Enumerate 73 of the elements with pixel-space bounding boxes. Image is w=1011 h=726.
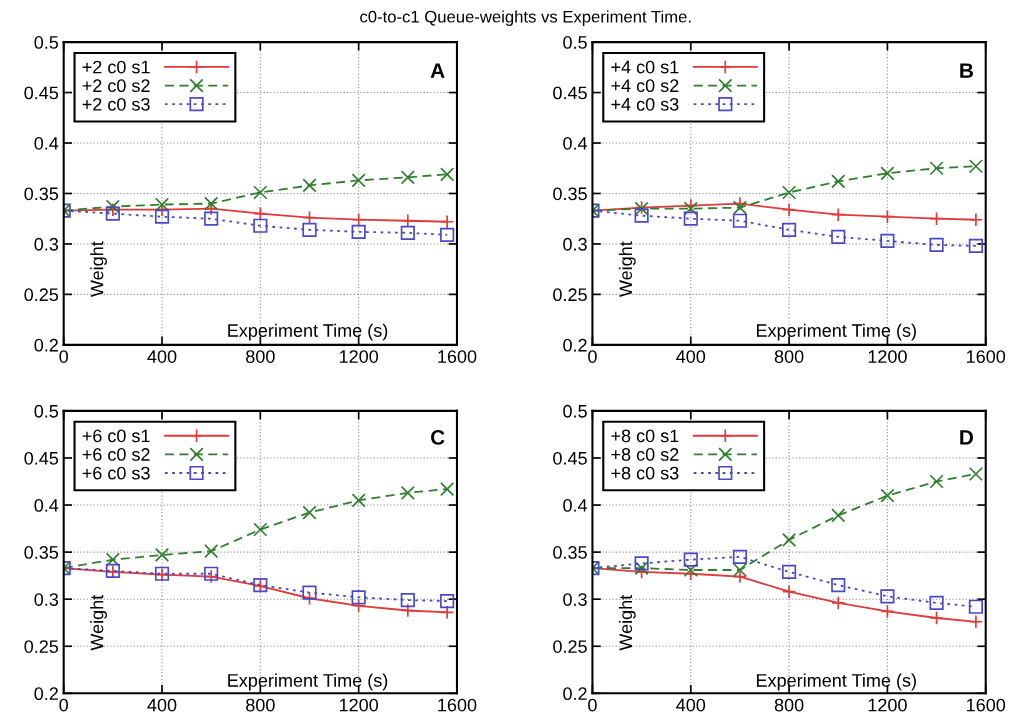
y-tick-label: 0.4: [34, 498, 59, 512]
y-axis-title: Weight: [90, 594, 107, 651]
x-axis-title: Experiment Time (s): [228, 323, 388, 341]
annotation: B: [960, 63, 973, 78]
x-tick-label: 1200: [868, 698, 907, 712]
annotation: C: [430, 430, 445, 445]
x-axis-title: Experiment Time (s): [757, 673, 916, 691]
legend-label: +6 c0 s2: [82, 448, 150, 461]
y-tick-label: 0.5: [34, 36, 59, 49]
x-tick-label: 0: [588, 698, 597, 712]
x-tick-label: 1600: [438, 698, 477, 712]
legend-label: +6 c0 s3: [82, 466, 150, 480]
y-tick-label: 0.25: [553, 640, 587, 653]
y-axis-title: Weight: [618, 594, 636, 651]
y-tick-label: 0.3: [563, 237, 587, 251]
y-tick-label: 0.4: [563, 498, 588, 512]
x-axis-title: Experiment Time (s): [228, 673, 388, 691]
y-tick-label: 0.2: [34, 338, 58, 352]
legend-label: +4 c0 s2: [611, 79, 679, 93]
legend-label: +8 c0 s1: [611, 429, 679, 443]
x-tick-label: 1600: [438, 350, 477, 363]
y-tick-label: 0.25: [553, 288, 587, 302]
x-tick-label: 800: [246, 698, 275, 712]
y-tick-label: 0.4: [34, 136, 59, 150]
y-tick-label: 0.35: [553, 187, 587, 201]
x-tick-label: 400: [676, 350, 706, 363]
y-tick-label: 0.4: [563, 136, 588, 150]
x-tick-label: 1600: [967, 698, 1006, 712]
y-tick-label: 0.3: [34, 237, 59, 251]
y-tick-label: 0.5: [563, 404, 587, 418]
x-tick-label: 400: [676, 698, 706, 712]
y-tick-label: 0.2: [34, 687, 58, 701]
legend-label: +8 c0 s3: [611, 466, 679, 480]
y-tick-label: 0.5: [34, 404, 59, 418]
x-tick-label: 800: [774, 698, 804, 712]
x-tick-label: 1200: [339, 698, 379, 712]
legend-label: +2 c0 s1: [82, 60, 150, 74]
x-axis-title: Experiment Time (s): [757, 323, 916, 341]
x-tick-label: 1200: [339, 350, 379, 363]
y-tick-label: 0.25: [24, 288, 59, 302]
legend-label: +4 c0 s1: [611, 60, 679, 74]
y-tick-label: 0.45: [553, 86, 587, 100]
y-tick-label: 0.35: [24, 187, 59, 201]
y-tick-label: 0.35: [24, 546, 59, 559]
y-axis-title: Weight: [618, 241, 636, 298]
x-tick-label: 0: [59, 350, 69, 363]
x-tick-label: 400: [147, 698, 177, 712]
x-tick-label: 1600: [967, 350, 1006, 363]
y-tick-label: 0.45: [553, 451, 587, 465]
y-axis-title: Weight: [90, 241, 107, 298]
x-tick-label: 0: [588, 350, 597, 363]
legend-label: +2 c0 s3: [82, 97, 150, 111]
x-tick-label: 1200: [868, 350, 907, 363]
annotation: A: [430, 63, 445, 78]
x-tick-label: 0: [59, 698, 69, 712]
x-tick-label: 400: [147, 350, 177, 363]
y-tick-label: 0.35: [553, 546, 587, 559]
x-tick-label: 800: [774, 350, 804, 363]
y-tick-label: 0.2: [563, 687, 587, 701]
y-tick-label: 0.3: [563, 593, 587, 606]
x-tick-label: 800: [246, 350, 275, 363]
y-tick-label: 0.45: [24, 451, 59, 465]
legend-label: +8 c0 s2: [611, 448, 679, 461]
legend-label: +6 c0 s1: [82, 429, 150, 443]
y-tick-label: 0.25: [24, 640, 59, 653]
y-tick-label: 0.3: [34, 593, 59, 606]
text: c0-to-c1 Queue-weights vs Experiment Time.: [360, 10, 691, 26]
annotation: D: [960, 430, 974, 445]
legend-label: +4 c0 s3: [611, 97, 679, 111]
y-tick-label: 0.2: [563, 338, 587, 352]
y-tick-label: 0.5: [563, 36, 587, 49]
y-tick-label: 0.45: [24, 86, 59, 100]
legend-label: +2 c0 s2: [82, 79, 150, 93]
